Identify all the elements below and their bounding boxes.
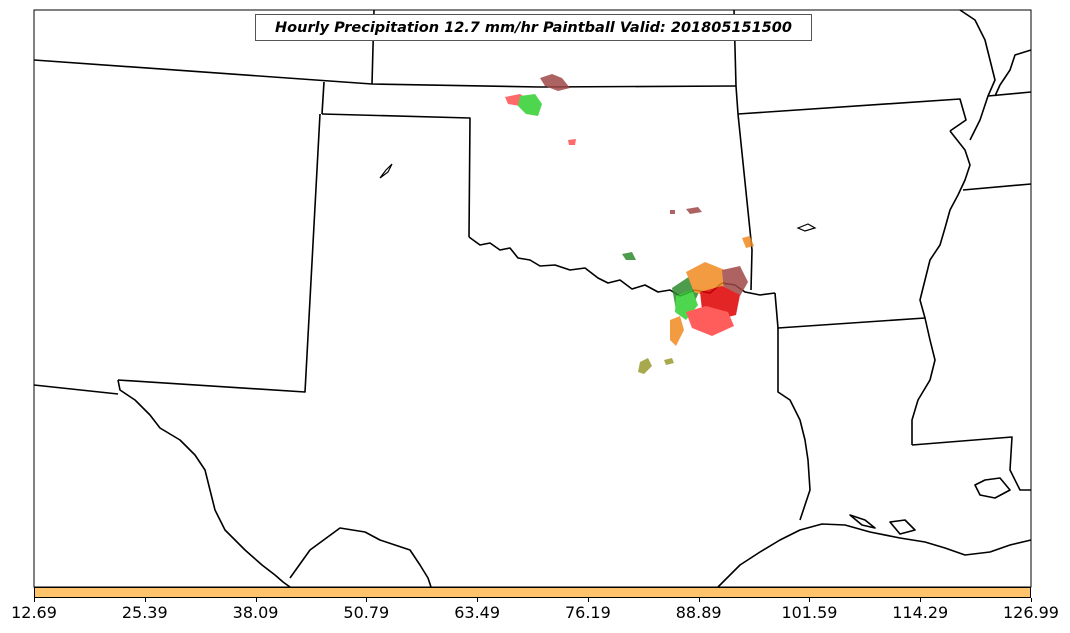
boundary-in bbox=[994, 49, 1032, 97]
paintball-dark-red bbox=[670, 210, 675, 214]
colorbar-tick-label: 25.39 bbox=[121, 603, 168, 622]
colorbar-tick-label: 101.59 bbox=[781, 603, 838, 622]
paintball-olive bbox=[664, 358, 674, 365]
colorbar-tick-label: 114.29 bbox=[892, 603, 949, 622]
colorbar-tick bbox=[255, 598, 257, 602]
map-title: Hourly Precipitation 12.7 mm/hr Paintbal… bbox=[255, 14, 812, 41]
state-boundaries bbox=[33, 9, 1032, 588]
colorbar bbox=[34, 587, 1031, 598]
colorbar-tick-label: 76.19 bbox=[564, 603, 611, 622]
colorbar-tick bbox=[144, 598, 146, 602]
colorbar-tick bbox=[1031, 598, 1032, 602]
paintball-green bbox=[675, 290, 698, 320]
boundary-ks-mo bbox=[737, 113, 753, 291]
boundary-nm-co bbox=[33, 384, 119, 395]
paintball-dark-red bbox=[686, 207, 702, 214]
colorbar-tick-label: 50.79 bbox=[343, 603, 390, 622]
colorbar-tick bbox=[698, 598, 700, 602]
colorbar-tick bbox=[920, 598, 922, 602]
paintball-orange bbox=[742, 236, 754, 248]
lake-shape bbox=[796, 223, 817, 232]
paintball-dark-red bbox=[540, 74, 570, 91]
boundary-mississippi bbox=[911, 130, 971, 445]
boundary-la-ms bbox=[911, 436, 1031, 491]
colorbar-tick bbox=[809, 598, 811, 602]
colorbar-tick-label: 12.69 bbox=[11, 603, 57, 622]
paintball-dark-red bbox=[722, 266, 748, 296]
colorbar-tick bbox=[587, 598, 589, 602]
boundary-ne-ks bbox=[33, 59, 737, 88]
gulf-coastline bbox=[717, 523, 1032, 588]
colorbar-tick-label: 126.99 bbox=[1003, 603, 1059, 622]
paintball-red bbox=[686, 306, 734, 336]
boundary-mo bbox=[737, 98, 967, 132]
boundary-tx-panhandle bbox=[117, 113, 321, 393]
boundary-ks-ok bbox=[321, 113, 471, 238]
boundary-mexico bbox=[289, 527, 432, 588]
precipitation-paintballs bbox=[505, 74, 754, 374]
colorbar-tick bbox=[366, 598, 368, 602]
lakes bbox=[379, 163, 817, 232]
boundary-co-ks bbox=[321, 81, 325, 115]
paintball-orange bbox=[670, 316, 684, 346]
lake-shape bbox=[379, 163, 393, 179]
paintball-green bbox=[518, 94, 542, 116]
boundary-rio-grande bbox=[117, 379, 291, 588]
coast-islands bbox=[849, 477, 1011, 535]
paintball-dark-green bbox=[622, 252, 636, 260]
colorbar-tick bbox=[477, 598, 479, 602]
colorbar-tick-label: 63.49 bbox=[454, 603, 501, 622]
paintball-red bbox=[568, 139, 576, 145]
boundary-il bbox=[959, 9, 996, 141]
boundary-tn bbox=[962, 183, 1032, 191]
colorbar-tick-label: 88.89 bbox=[675, 603, 722, 622]
paintball-olive bbox=[638, 358, 652, 374]
colorbar-tick-label: 38.09 bbox=[232, 603, 279, 622]
colorbar-tick bbox=[34, 598, 35, 602]
boundary-tx-la bbox=[777, 328, 811, 521]
